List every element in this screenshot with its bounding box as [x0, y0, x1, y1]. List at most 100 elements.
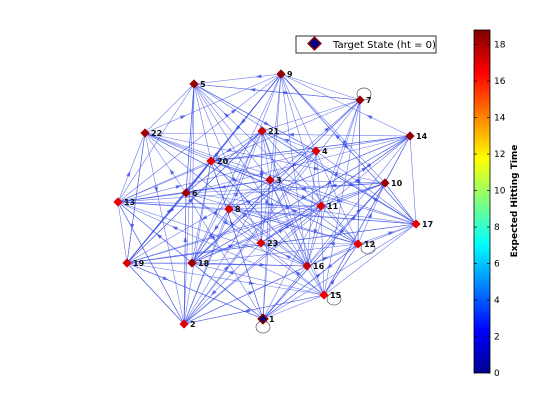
- edge-arrowhead: [215, 157, 222, 162]
- graph-edge: [320, 99, 361, 207]
- node-marker: [113, 197, 123, 207]
- graph-edge: [357, 223, 417, 245]
- graph-edge: [306, 182, 386, 267]
- graph-edge: [210, 160, 322, 207]
- node-marker: [181, 188, 191, 198]
- edge-arrowhead: [171, 226, 178, 231]
- graph-edge: [117, 201, 128, 264]
- graph-edges: [117, 73, 417, 334]
- edge-arrowhead: [313, 228, 318, 235]
- graph-edge: [269, 179, 325, 296]
- graph-edge: [183, 179, 271, 325]
- node-marker: [206, 156, 216, 166]
- graph-edge: [191, 150, 317, 264]
- graph-edge: [261, 130, 325, 296]
- node-marker: [353, 239, 363, 249]
- node-marker: [224, 204, 234, 214]
- graph-node: 14: [405, 131, 428, 141]
- graph-node: 4: [311, 146, 328, 156]
- graph-edge: [261, 99, 361, 132]
- node-label: 18: [198, 259, 210, 268]
- graph-edge: [323, 223, 417, 296]
- colorbar-gradient: [473, 29, 491, 374]
- node-label: 13: [124, 198, 135, 207]
- graph-edge: [144, 132, 359, 245]
- edge-arrowhead: [162, 276, 169, 281]
- node-label: 16: [313, 262, 325, 271]
- graph-edge: [280, 73, 361, 101]
- graph-node: 20: [206, 156, 229, 166]
- graph-node: 17: [411, 219, 433, 229]
- node-marker: [319, 290, 329, 300]
- graph-node: 18: [187, 258, 210, 268]
- graph-edge: [280, 73, 308, 267]
- graph-edge: [144, 132, 386, 184]
- edge-arrowhead: [263, 121, 270, 126]
- graph-node: 19: [122, 258, 145, 268]
- graph-edge: [261, 130, 417, 225]
- edge-arrowhead: [223, 112, 230, 118]
- graph-edge: [260, 242, 359, 245]
- graph-edge: [210, 160, 264, 320]
- colorbar-tick-label: 14: [494, 114, 506, 124]
- node-marker: [405, 131, 415, 141]
- node-label: 19: [133, 259, 145, 268]
- node-marker: [122, 258, 132, 268]
- graph-edge: [260, 179, 271, 244]
- edge-arrowhead: [201, 215, 208, 220]
- edge-arrowhead: [313, 166, 320, 171]
- graph-edge: [260, 130, 263, 244]
- node-label: 3: [276, 176, 282, 185]
- edge-arrowhead: [223, 220, 230, 225]
- graph-node: 2: [179, 319, 196, 329]
- graph-edge: [306, 243, 359, 267]
- graph-edge: [126, 242, 262, 264]
- graph-edge: [228, 208, 359, 245]
- graph-edge: [193, 83, 262, 244]
- colorbar-tick-label: 18: [494, 41, 506, 51]
- colorbar-tick-label: 8: [494, 223, 500, 233]
- edge-arrowhead: [259, 262, 266, 267]
- graph-edge: [280, 73, 411, 137]
- graph-edge: [191, 73, 282, 264]
- graph-edge: [185, 83, 195, 194]
- node-label: 17: [422, 220, 433, 229]
- graph-edge: [126, 179, 271, 264]
- edge-arrowhead: [339, 228, 345, 235]
- graph-edge: [280, 73, 386, 184]
- graph-edge: [409, 135, 417, 225]
- graph-edge: [262, 243, 359, 320]
- graph-edge: [260, 242, 308, 267]
- graph-edge: [183, 294, 325, 325]
- node-label: 2: [190, 320, 196, 329]
- target-marker-icon: [307, 36, 322, 51]
- edge-arrowhead: [208, 231, 214, 238]
- graph-node: 9: [276, 69, 293, 79]
- graph-edge: [144, 83, 195, 134]
- edge-arrowhead: [175, 185, 182, 189]
- edge-arrowhead: [179, 115, 186, 120]
- edge-arrowhead: [211, 289, 217, 296]
- graph-edge: [144, 132, 308, 267]
- colorbar-tick-label: 16: [494, 77, 506, 87]
- graph-node: 10: [380, 178, 403, 188]
- graph-edge: [185, 130, 263, 194]
- edge-arrowhead: [294, 270, 301, 276]
- legend-label: Target State (ht = 0): [332, 40, 436, 51]
- graph-edge: [315, 135, 411, 152]
- graph-edge: [126, 262, 185, 325]
- node-marker: [187, 258, 197, 268]
- graph-edge: [193, 83, 212, 162]
- edge-arrowhead: [154, 186, 158, 193]
- graph-edge: [191, 99, 361, 264]
- graph-edge: [260, 205, 322, 244]
- node-marker: [140, 128, 150, 138]
- graph-edge: [210, 160, 308, 267]
- node-label: 8: [235, 205, 241, 214]
- graph-edge: [210, 160, 271, 181]
- colorbar-tick-label: 6: [494, 260, 500, 270]
- graph-edge: [262, 179, 271, 320]
- graph-edge: [126, 262, 264, 320]
- graph-edge: [126, 132, 146, 264]
